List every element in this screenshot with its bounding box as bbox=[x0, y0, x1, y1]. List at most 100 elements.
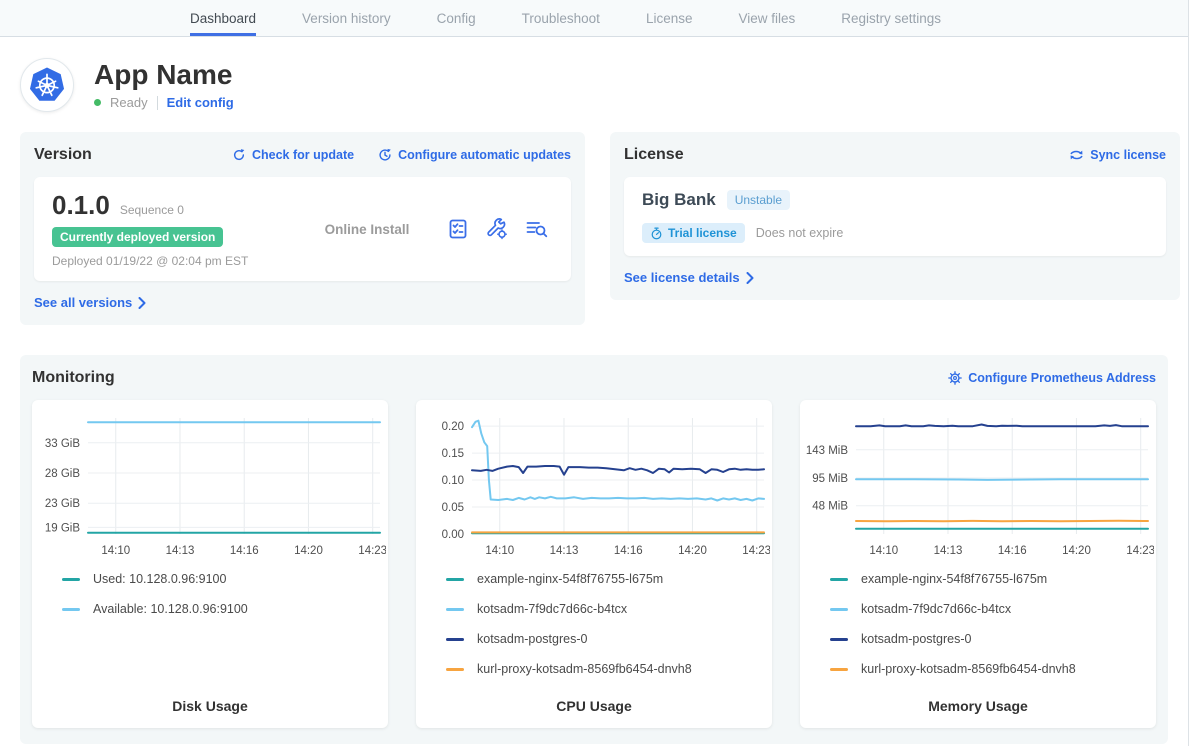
legend-dash bbox=[830, 638, 848, 641]
legend-label: Used: 10.128.0.96:9100 bbox=[93, 572, 226, 586]
cpu-usage-legend: example-nginx-54f8f76755-l675mkotsadm-7f… bbox=[418, 572, 770, 692]
legend-label: example-nginx-54f8f76755-l675m bbox=[861, 572, 1047, 586]
tab-troubleshoot[interactable]: Troubleshoot bbox=[522, 0, 600, 36]
sync-license-link[interactable]: Sync license bbox=[1069, 148, 1166, 162]
svg-text:14:20: 14:20 bbox=[678, 545, 707, 557]
cpu-usage-chart-card: 14:1014:1314:1614:2014:230.200.150.100.0… bbox=[416, 400, 772, 728]
page-title: App Name bbox=[94, 60, 234, 91]
svg-text:28 GiB: 28 GiB bbox=[45, 468, 80, 480]
svg-text:0.15: 0.15 bbox=[442, 448, 464, 460]
legend-item: kotsadm-7f9dc7d66c-b4tcx bbox=[830, 602, 1154, 616]
legend-label: kurl-proxy-kotsadm-8569fb6454-dnvh8 bbox=[861, 662, 1076, 676]
configure-prometheus-link[interactable]: Configure Prometheus Address bbox=[948, 371, 1156, 385]
dashboard-page: App Name Ready Edit config Version bbox=[0, 58, 1188, 744]
license-type-badge: Trial license bbox=[642, 223, 745, 243]
svg-text:14:13: 14:13 bbox=[934, 545, 963, 557]
legend-item: kurl-proxy-kotsadm-8569fb6454-dnvh8 bbox=[830, 662, 1154, 676]
status-text: Ready bbox=[110, 95, 148, 110]
svg-text:14:23: 14:23 bbox=[742, 545, 770, 557]
svg-text:23 GiB: 23 GiB bbox=[45, 498, 80, 510]
svg-text:0.05: 0.05 bbox=[442, 502, 464, 514]
sync-arrows-icon bbox=[1069, 148, 1084, 162]
legend-item: kotsadm-postgres-0 bbox=[830, 632, 1154, 646]
stopwatch-icon bbox=[650, 227, 663, 240]
legend-item: example-nginx-54f8f76755-l675m bbox=[830, 572, 1154, 586]
disk-usage-legend: Used: 10.128.0.96:9100 Available: 10.128.… bbox=[34, 572, 386, 632]
legend-dash bbox=[830, 608, 848, 611]
legend-item: kotsadm-postgres-0 bbox=[446, 632, 770, 646]
legend-dash bbox=[446, 668, 464, 671]
current-version-panel: 0.1.0 Sequence 0 Currently deployed vers… bbox=[34, 177, 571, 281]
preflight-checks-icon[interactable] bbox=[447, 218, 469, 240]
scrollbar-gutter[interactable] bbox=[1188, 0, 1200, 746]
chart-title: Memory Usage bbox=[802, 692, 1154, 714]
edit-config-link[interactable]: Edit config bbox=[167, 95, 234, 110]
app-header: App Name Ready Edit config bbox=[20, 58, 1168, 112]
cpu-usage-chart: 14:1014:1314:1614:2014:230.200.150.100.0… bbox=[418, 410, 770, 560]
svg-text:95 MiB: 95 MiB bbox=[812, 473, 848, 485]
legend-dash bbox=[446, 638, 464, 641]
svg-text:14:13: 14:13 bbox=[166, 545, 195, 557]
divider bbox=[157, 96, 158, 110]
legend-label: Available: 10.128.0.96:9100 bbox=[93, 602, 248, 616]
chevron-right-icon bbox=[746, 272, 754, 284]
see-all-versions-link[interactable]: See all versions bbox=[34, 295, 146, 310]
chart-title: Disk Usage bbox=[34, 692, 386, 714]
svg-text:0.20: 0.20 bbox=[442, 421, 464, 433]
svg-text:14:10: 14:10 bbox=[869, 545, 898, 557]
tab-version-history[interactable]: Version history bbox=[302, 0, 391, 36]
sequence-label: Sequence 0 bbox=[120, 203, 184, 217]
license-details-panel: Big Bank Unstable Trial license Does not… bbox=[624, 177, 1166, 256]
version-card-title: Version bbox=[34, 146, 92, 164]
check-for-update-link[interactable]: Check for update bbox=[232, 148, 354, 162]
disk-usage-chart: 14:1014:1314:1614:2014:2333 GiB28 GiB23 … bbox=[34, 410, 386, 560]
license-card: License Sync license Big Bank Unstable bbox=[610, 132, 1180, 300]
svg-text:14:10: 14:10 bbox=[485, 545, 514, 557]
deploy-logs-icon[interactable] bbox=[525, 218, 549, 240]
top-navigation: Dashboard Version history Config Troublesho… bbox=[0, 0, 1188, 37]
legend-item: Used: 10.128.0.96:9100 bbox=[62, 572, 386, 586]
install-type-label: Online Install bbox=[287, 222, 447, 237]
legend-label: kurl-proxy-kotsadm-8569fb6454-dnvh8 bbox=[477, 662, 692, 676]
see-license-details-link[interactable]: See license details bbox=[624, 270, 754, 285]
svg-text:14:16: 14:16 bbox=[998, 545, 1027, 557]
legend-dash bbox=[62, 608, 80, 611]
tab-dashboard[interactable]: Dashboard bbox=[190, 0, 256, 36]
legend-label: kotsadm-postgres-0 bbox=[861, 632, 971, 646]
license-customer-name: Big Bank bbox=[642, 190, 716, 210]
svg-text:14:16: 14:16 bbox=[230, 545, 259, 557]
memory-usage-chart-card: 14:1014:1314:1614:2014:23143 MiB95 MiB48… bbox=[800, 400, 1156, 728]
svg-text:14:20: 14:20 bbox=[294, 545, 323, 557]
license-expiry-text: Does not expire bbox=[756, 226, 844, 240]
svg-text:33 GiB: 33 GiB bbox=[45, 438, 80, 450]
tab-license[interactable]: License bbox=[646, 0, 693, 36]
clock-refresh-icon bbox=[378, 148, 392, 162]
legend-dash bbox=[830, 668, 848, 671]
edit-config-wrench-icon[interactable] bbox=[486, 218, 508, 240]
configure-automatic-updates-link[interactable]: Configure automatic updates bbox=[378, 148, 571, 162]
monitoring-title: Monitoring bbox=[32, 369, 115, 387]
svg-text:48 MiB: 48 MiB bbox=[812, 501, 848, 513]
svg-text:14:13: 14:13 bbox=[550, 545, 579, 557]
tab-config[interactable]: Config bbox=[437, 0, 476, 36]
legend-item: Available: 10.128.0.96:9100 bbox=[62, 602, 386, 616]
svg-text:19 GiB: 19 GiB bbox=[45, 522, 80, 534]
deployed-badge: Currently deployed version bbox=[52, 227, 223, 247]
legend-item: kurl-proxy-kotsadm-8569fb6454-dnvh8 bbox=[446, 662, 770, 676]
legend-dash bbox=[446, 608, 464, 611]
tab-registry-settings[interactable]: Registry settings bbox=[841, 0, 941, 36]
legend-dash bbox=[446, 578, 464, 581]
refresh-icon bbox=[232, 148, 246, 162]
tab-view-files[interactable]: View files bbox=[738, 0, 795, 36]
gear-icon bbox=[948, 371, 962, 385]
license-card-title: License bbox=[624, 146, 684, 164]
legend-label: kotsadm-7f9dc7d66c-b4tcx bbox=[861, 602, 1011, 616]
legend-dash bbox=[62, 578, 80, 581]
legend-dash bbox=[830, 578, 848, 581]
legend-item: kotsadm-7f9dc7d66c-b4tcx bbox=[446, 602, 770, 616]
chevron-right-icon bbox=[138, 297, 146, 309]
svg-text:14:10: 14:10 bbox=[101, 545, 130, 557]
deployed-timestamp: Deployed 01/19/22 @ 02:04 pm EST bbox=[52, 254, 287, 268]
version-card: Version Check for update bbox=[20, 132, 585, 325]
memory-usage-chart: 14:1014:1314:1614:2014:23143 MiB95 MiB48… bbox=[802, 410, 1154, 560]
